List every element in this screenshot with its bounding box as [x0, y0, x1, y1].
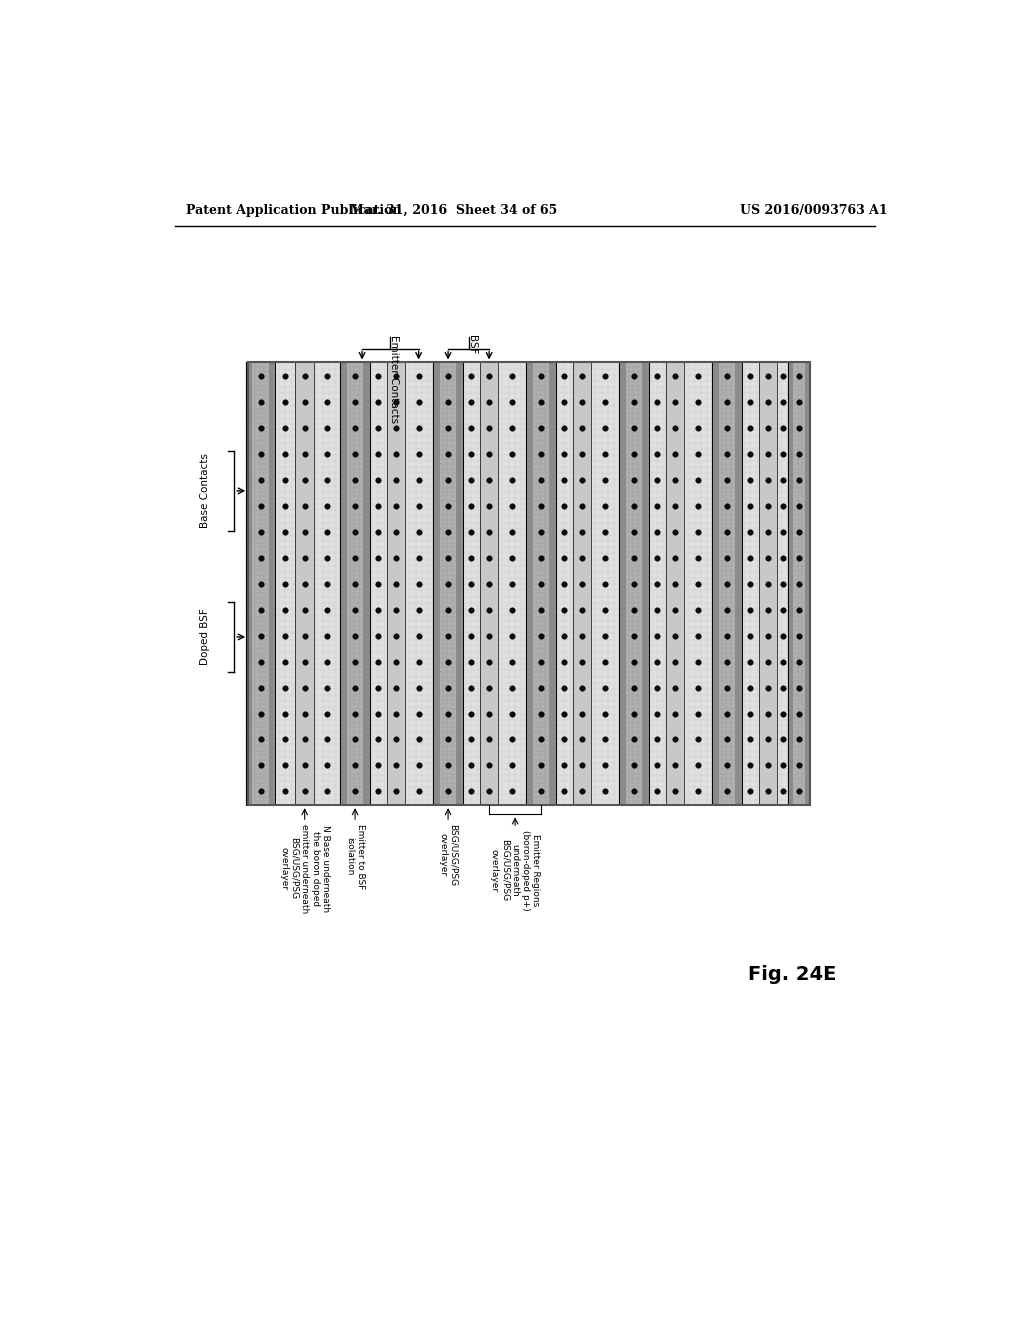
Bar [433, 363, 440, 805]
Bar [268, 363, 275, 805]
Bar [719, 363, 735, 805]
Text: Mar. 31, 2016  Sheet 34 of 65: Mar. 31, 2016 Sheet 34 of 65 [350, 205, 557, 218]
Text: Base Contacts: Base Contacts [201, 453, 211, 528]
Bar [788, 363, 793, 805]
Text: BSG/USG/PSG
overlayer: BSG/USG/PSG overlayer [438, 824, 458, 886]
Bar [572, 363, 592, 805]
Bar [805, 363, 810, 805]
Bar [347, 363, 364, 805]
Text: N Base underneath
the boron doped
emitter underneath
BSG/USG/PSG
overlayer: N Base underneath the boron doped emitte… [280, 824, 330, 913]
Bar [642, 363, 649, 805]
Bar [713, 363, 719, 805]
Bar [246, 363, 252, 805]
Bar [759, 363, 777, 805]
Bar [620, 363, 626, 805]
Bar [387, 363, 406, 805]
Text: Fig. 24E: Fig. 24E [748, 965, 837, 985]
Bar [248, 363, 810, 805]
Bar [364, 363, 370, 805]
Bar [457, 363, 463, 805]
Text: Patent Application Publication: Patent Application Publication [186, 205, 401, 218]
Text: BSF: BSF [468, 335, 477, 354]
Text: Doped BSF: Doped BSF [201, 609, 211, 665]
Bar [549, 363, 556, 805]
Text: Emitter to BSF
isolation: Emitter to BSF isolation [345, 824, 365, 890]
Bar [480, 363, 499, 805]
Text: Emitter Regions
(boron-doped p+)
underneath
BSG/USG/PSG
overlayer: Emitter Regions (boron-doped p+) underne… [489, 830, 541, 911]
Bar [626, 363, 642, 805]
Bar [526, 363, 532, 805]
Bar [340, 363, 347, 805]
Bar [532, 363, 549, 805]
Bar [735, 363, 741, 805]
Text: Emitter Contacts: Emitter Contacts [389, 335, 399, 422]
Bar [793, 363, 805, 805]
Bar [666, 363, 684, 805]
Text: US 2016/0093763 A1: US 2016/0093763 A1 [740, 205, 888, 218]
Bar [295, 363, 314, 805]
Bar [440, 363, 457, 805]
Bar [252, 363, 268, 805]
Bar [248, 363, 810, 805]
